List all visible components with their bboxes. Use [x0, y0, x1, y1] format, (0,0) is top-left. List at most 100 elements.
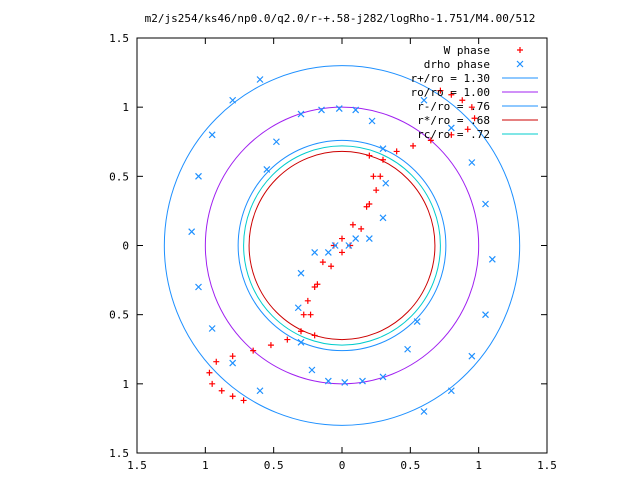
legend-swatch — [517, 47, 523, 53]
data-point — [339, 235, 345, 242]
legend-label: ro/ro = 1.00 — [411, 86, 490, 99]
data-point — [448, 91, 455, 98]
data-point — [459, 97, 466, 104]
x-tick-label: 1 — [475, 459, 482, 472]
x-tick-label: 1 — [202, 459, 209, 472]
data-point — [468, 159, 476, 166]
data-point — [335, 105, 343, 112]
data-point — [420, 96, 428, 104]
circle-0.76 — [237, 139, 447, 352]
data-point — [256, 76, 264, 83]
data-point — [352, 106, 360, 114]
data-point — [365, 235, 373, 243]
plot-marks — [163, 47, 524, 426]
data-point — [427, 137, 434, 144]
data-point — [464, 126, 471, 133]
legend-label: r+/ro = 1.30 — [411, 72, 490, 85]
axis-ticks: 1.5 1 0.5 0 0.5 1 1.51.510.500.511.5 — [109, 32, 557, 472]
data-point — [308, 366, 316, 374]
data-point — [393, 148, 400, 155]
data-point — [345, 242, 353, 249]
data-point — [468, 352, 476, 360]
x-tick-label: 0.5 — [264, 459, 284, 472]
legend-label: r*/ro = .68 — [417, 114, 490, 127]
y-tick-label: 0.5 — [109, 170, 129, 183]
legend-label: rc/ro = .72 — [417, 128, 490, 141]
y-tick-label: 0.5 — [109, 309, 129, 322]
data-point — [307, 311, 314, 318]
data-point — [304, 297, 311, 304]
data-point — [300, 311, 307, 318]
data-point — [188, 228, 196, 236]
data-point — [328, 263, 335, 270]
y-tick-label: 0 — [122, 240, 129, 253]
circle-1 — [204, 106, 480, 385]
data-point — [229, 353, 236, 360]
data-point — [437, 87, 444, 94]
data-point — [373, 187, 380, 194]
data-point — [240, 397, 247, 404]
data-point — [380, 156, 386, 163]
data-point — [318, 106, 325, 114]
data-point — [379, 373, 387, 381]
x-tick-label: 1.5 — [127, 459, 147, 472]
data-point — [404, 345, 412, 353]
data-point — [298, 328, 304, 335]
y-tick-label: 1 — [122, 378, 129, 391]
legend-label: W phase — [444, 44, 490, 57]
data-point — [314, 281, 321, 288]
data-point — [294, 304, 302, 312]
data-point — [311, 332, 318, 339]
y-tick-label: 1 — [122, 101, 129, 114]
legend-label: drho phase — [424, 58, 490, 71]
data-point — [195, 172, 202, 180]
data-point — [195, 283, 202, 291]
chart-title: m2/js254/ks46/np0.0/q2.0/r-+.58-j282/log… — [145, 12, 536, 25]
data-point — [488, 255, 496, 263]
circle-1.3 — [163, 65, 521, 426]
data-point — [447, 124, 455, 132]
data-point — [208, 325, 216, 332]
data-point — [379, 145, 387, 153]
data-point — [447, 387, 455, 395]
data-point — [229, 96, 237, 104]
data-point — [209, 380, 216, 387]
x-tick-label: 0.5 — [400, 459, 420, 472]
data-point — [284, 336, 291, 343]
data-point — [263, 165, 271, 173]
data-point — [229, 393, 236, 400]
data-point — [206, 369, 213, 376]
data-point — [359, 377, 366, 385]
data-point — [218, 387, 225, 394]
data-point — [377, 173, 384, 180]
data-point — [413, 318, 421, 326]
data-point — [382, 179, 390, 187]
circle-0.68 — [248, 150, 436, 341]
legend-swatch — [516, 60, 524, 68]
data-point — [366, 201, 373, 207]
data-point — [349, 221, 356, 228]
data-point — [366, 152, 373, 159]
data-point — [272, 138, 280, 146]
data-point — [410, 142, 417, 149]
data-point — [311, 248, 319, 256]
data-point — [297, 110, 305, 118]
data-point — [482, 311, 489, 319]
data-point — [471, 115, 478, 122]
data-point — [267, 342, 274, 349]
x-tick-label: 1.5 — [537, 459, 557, 472]
data-point — [331, 242, 339, 249]
data-point — [368, 117, 376, 125]
data-point — [352, 235, 360, 243]
data-point — [229, 359, 237, 367]
data-point — [379, 214, 387, 222]
data-point — [256, 387, 264, 395]
data-point — [324, 248, 332, 256]
data-point — [358, 225, 365, 232]
data-point — [341, 379, 349, 386]
data-point — [297, 338, 305, 346]
data-point — [363, 203, 370, 210]
data-point — [311, 284, 318, 290]
data-point — [250, 347, 257, 354]
